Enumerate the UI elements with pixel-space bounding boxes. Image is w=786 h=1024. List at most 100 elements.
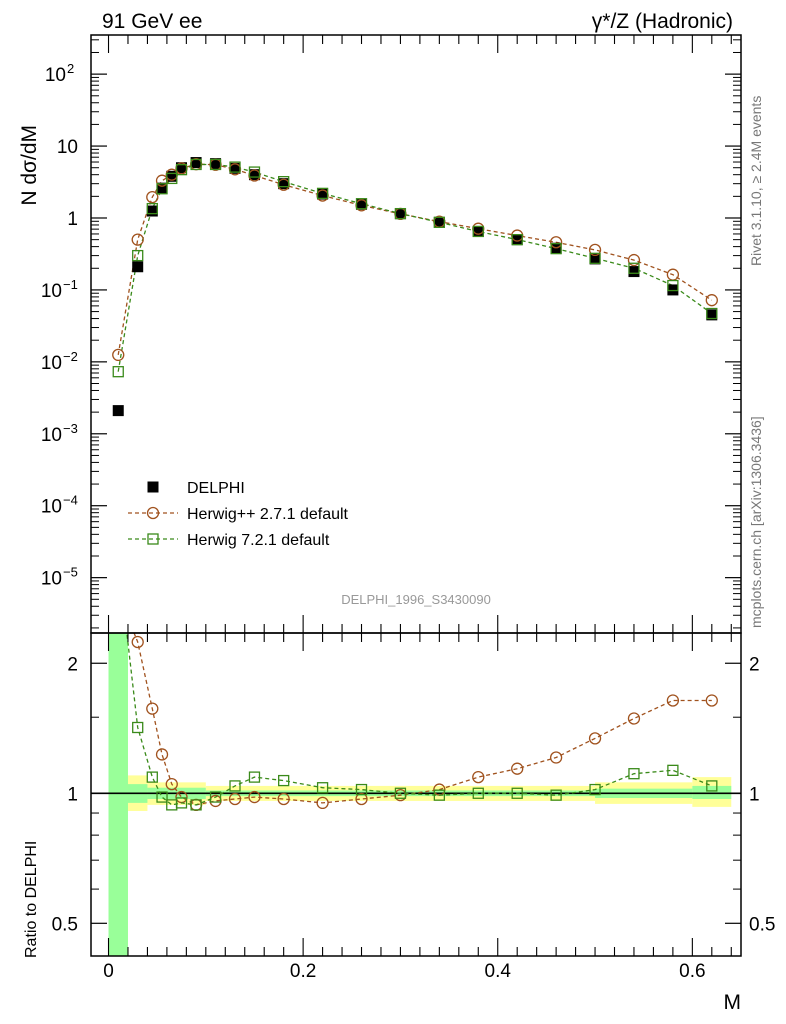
ratio-y-axis-label: Ratio to DELPHI: [23, 841, 40, 958]
herwig7-point: [209, 158, 222, 171]
main-y-tick-exponent: −5: [63, 565, 78, 580]
herwigpp-point: [155, 174, 169, 187]
delphi-point: [433, 216, 445, 228]
herwigpp-ratio-point: [155, 748, 169, 761]
main-y-tick-exponent: −2: [63, 349, 78, 364]
herwigpp-ratio-point: [146, 702, 159, 715]
ratio-y-tick-label: 1: [67, 784, 78, 805]
x-axis-label: M: [724, 991, 742, 1014]
main-y-tick-label: 10: [41, 353, 62, 374]
herwig7-ratio-point: [156, 791, 168, 803]
herwigpp-point: [146, 190, 159, 204]
x-tick-label: 0.4: [485, 961, 512, 982]
ratio-y-tick-label-right: 1: [749, 784, 760, 805]
delphi-point: [248, 169, 260, 181]
ratio-panel-frame: [90, 632, 742, 957]
herwig7-point: [433, 216, 446, 228]
herwig7-ratio-point: [628, 768, 640, 780]
header-left-label: 91 GeV ee: [102, 10, 202, 33]
herwig7-ratio-point: [229, 780, 241, 792]
herwig7-point: [550, 242, 562, 255]
herwig7-ratio-point: [472, 787, 484, 799]
delphi-point: [132, 261, 144, 273]
herwig7-ratio-point: [175, 797, 188, 809]
main-y-tick-exponent: 2: [67, 61, 74, 76]
herwig7-ratio-point: [511, 787, 523, 799]
herwig7-point: [667, 279, 679, 292]
legend: DELPHI Herwig++ 2.7.1 default Herwig 7.2.1…: [128, 480, 349, 549]
herwigpp-point: [131, 233, 144, 246]
delphi-point: [175, 162, 187, 174]
herwigpp-ratio-point: [588, 732, 602, 745]
herwig7-point: [190, 158, 202, 171]
herwigpp-ratio-point: [549, 751, 563, 764]
herwig7-point: [166, 172, 178, 185]
main-y-axis-label: N dσ/dM: [18, 125, 41, 206]
main-y-tick-label: 10: [57, 137, 78, 158]
herwig7-point: [156, 183, 168, 195]
herwigpp-ratio-point: [355, 792, 368, 806]
delphi-point: [356, 198, 368, 210]
rivet-side-text: Rivet 3.1.10, ≥ 2.4M events: [748, 96, 764, 266]
delphi-point: [628, 266, 640, 278]
herwigpp-point: [627, 253, 641, 267]
herwig7-ratio-point: [589, 783, 601, 796]
herwigpp-ratio-point: [228, 792, 242, 806]
delphi-point: [229, 162, 241, 174]
delphi-point: [166, 170, 178, 182]
herwig7-point: [278, 176, 290, 188]
herwig7-point: [146, 202, 158, 215]
herwig7-ratio-point: [394, 787, 407, 799]
main-panel-data: [112, 157, 718, 417]
legend-label: Herwig 7.2.1 default: [187, 532, 330, 549]
delphi-point: [511, 234, 523, 246]
herwigpp-ratio-point: [113, 588, 124, 599]
herwig7-ratio-point: [278, 774, 290, 787]
main-y-tick-exponent: −4: [63, 493, 78, 508]
herwig7-point: [706, 307, 718, 320]
herwigpp-ratio-point: [165, 777, 178, 791]
herwig7-ratio-point: [146, 771, 158, 783]
herwigpp-ratio-point: [472, 770, 485, 784]
legend-label: DELPHI: [187, 480, 245, 497]
herwigpp-point: [588, 243, 602, 257]
legend-marker: [146, 506, 160, 520]
herwig7-ratio-point: [248, 771, 261, 783]
main-y-tick-label: 1: [67, 209, 78, 230]
watermark: DELPHI_1996_S3430090: [341, 592, 491, 607]
herwig7-ratio-point: [355, 783, 368, 796]
herwigpp-line: [117, 163, 713, 356]
herwig7-point: [628, 262, 640, 274]
ratio-y-tick-label: 2: [67, 654, 78, 675]
herwig7-point: [132, 249, 144, 262]
delphi-point: [190, 157, 202, 169]
ratio-y-tick-label-right: 0.5: [749, 914, 775, 935]
ratio-band-inner: [108, 633, 128, 956]
herwig7-ratio-point: [190, 799, 202, 811]
herwig7-point: [229, 161, 241, 173]
x-tick-label: 0.2: [290, 961, 316, 982]
header-right-label: γ*/Z (Hadronic): [592, 10, 733, 33]
herwig7-ratio-point: [667, 764, 679, 776]
ratio-y-tick-label: 0.5: [52, 914, 78, 935]
herwig7-point: [112, 366, 124, 378]
herwigpp-ratio-point: [666, 694, 680, 707]
legend-marker: [147, 481, 159, 493]
herwig7-point: [394, 207, 407, 220]
delphi-point: [278, 178, 290, 190]
herwig7-point: [589, 252, 601, 264]
herwig7-point: [472, 225, 484, 238]
mcplots-side-text: mcplots.cern.ch [arXiv:1306.3436]: [748, 416, 764, 628]
main-y-tick-label: 10: [41, 281, 62, 302]
delphi-point: [146, 205, 158, 217]
herwigpp-ratio-point: [277, 792, 290, 806]
herwig7-ratio-point: [550, 789, 562, 801]
delphi-point: [112, 405, 124, 417]
main-y-tick-exponent: −3: [63, 421, 78, 436]
main-y-tick-label: 10: [41, 425, 62, 446]
herwigpp-ratio-point: [511, 762, 524, 775]
delphi-point: [589, 253, 601, 265]
herwig7-ratio-point: [209, 791, 222, 803]
main-y-tick-label: 10: [45, 65, 66, 86]
herwigpp-ratio-line: [133, 633, 712, 806]
